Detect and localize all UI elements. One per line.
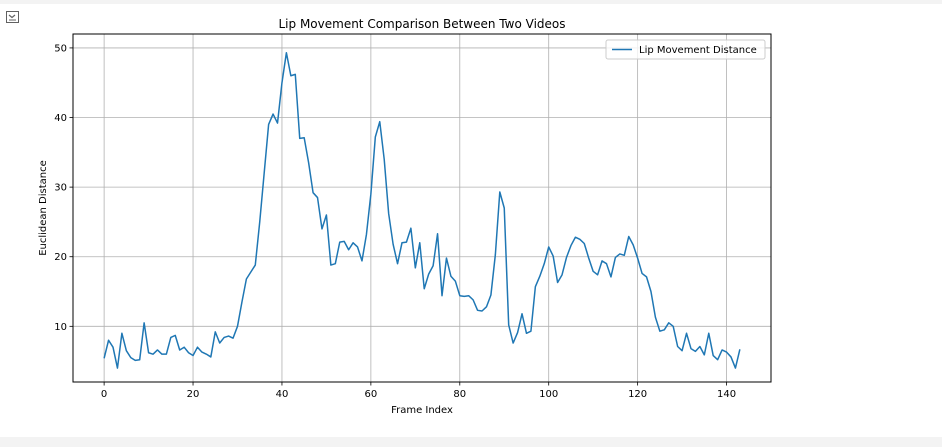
legend: Lip Movement Distance bbox=[605, 39, 766, 60]
y-axis-label: Euclidean Distance bbox=[38, 160, 49, 256]
top-divider-strip bbox=[0, 0, 942, 4]
bottom-divider-strip bbox=[0, 437, 942, 447]
plot-frame bbox=[72, 33, 772, 383]
series-lines bbox=[103, 52, 741, 369]
legend-label: Lip Movement Distance bbox=[639, 45, 757, 56]
legend-box bbox=[605, 39, 766, 60]
x-tick-label: 0 bbox=[101, 389, 107, 400]
y-tick-label: 50 bbox=[54, 43, 67, 54]
x-tick-label: 20 bbox=[187, 389, 200, 400]
grid-lines bbox=[73, 34, 771, 382]
x-axis-ticks: 0 20 40 60 80 100 120 140 bbox=[101, 382, 736, 400]
y-axis-ticks: 10 20 30 40 50 bbox=[54, 43, 73, 333]
output-toggle-icon[interactable] bbox=[4, 9, 20, 25]
x-tick-label: 100 bbox=[539, 389, 558, 400]
y-tick-label: 40 bbox=[54, 113, 67, 124]
x-tick-label: 40 bbox=[276, 389, 289, 400]
y-tick-label: 30 bbox=[54, 183, 67, 194]
x-axis-label: Frame Index bbox=[391, 405, 453, 416]
y-tick-label: 10 bbox=[54, 322, 67, 333]
x-tick-label: 140 bbox=[717, 389, 736, 400]
series-line-lip-movement-distance bbox=[103, 52, 741, 369]
y-tick-label: 20 bbox=[54, 252, 67, 263]
x-tick-label: 60 bbox=[365, 389, 378, 400]
x-tick-label: 80 bbox=[453, 389, 466, 400]
x-tick-label: 120 bbox=[628, 389, 647, 400]
chart-title: Lip Movement Comparison Between Two Vide… bbox=[279, 17, 566, 31]
